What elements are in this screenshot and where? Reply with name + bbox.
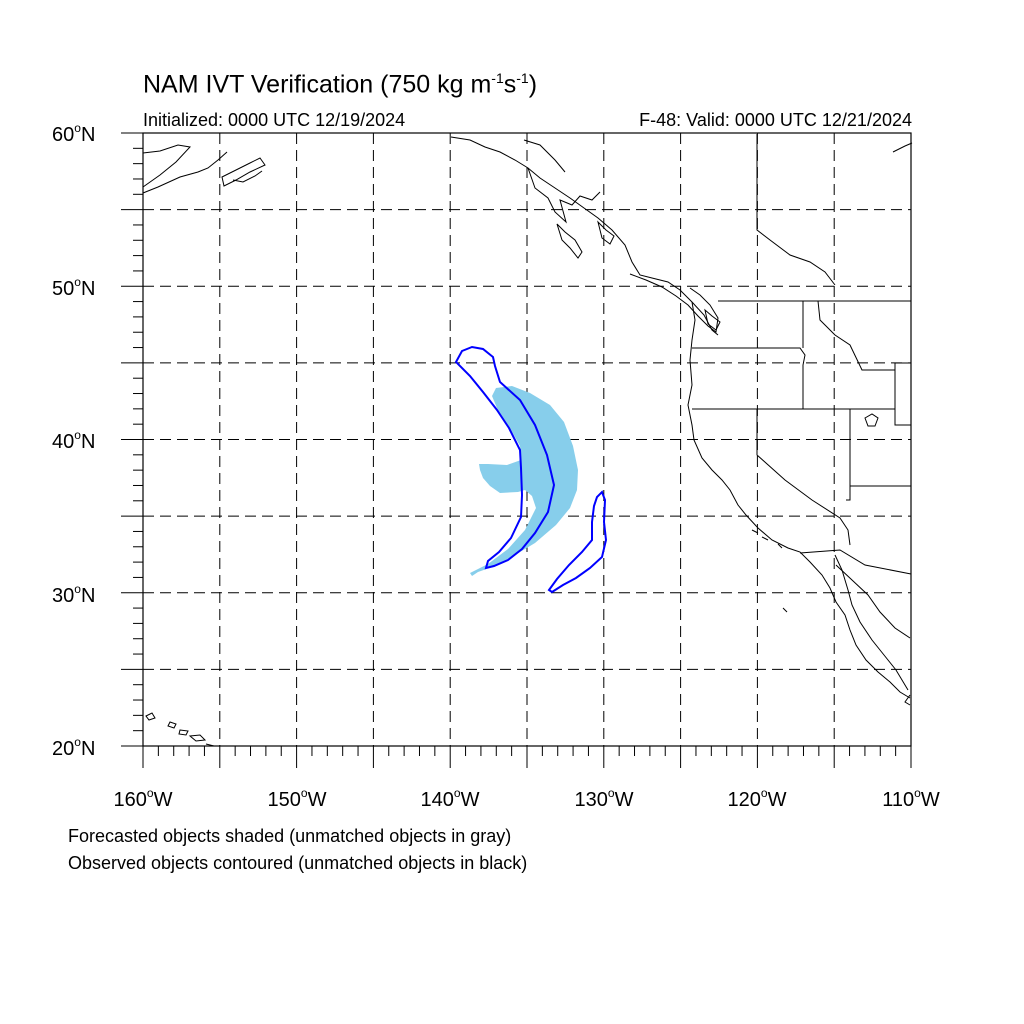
lon-label-140: 140oW [420,786,480,811]
lat-label-30: 30oN [52,582,96,607]
lat-label-20: 20oN [52,735,96,760]
lon-label-160: 160oW [113,786,173,811]
lon-label-120: 120oW [727,786,787,811]
observed-legend-note: Observed objects contoured (unmatched ob… [68,853,528,873]
graticule [143,133,911,746]
forecast-ivt-object [470,386,578,576]
lon-label-150: 150oW [267,786,327,811]
coastlines [142,134,913,747]
valid-time-label: F-48: Valid: 0000 UTC 12/21/2024 [639,110,912,130]
lon-label-130: 130oW [574,786,634,811]
axis-ticks [121,132,912,768]
observed-ivt-object [454,345,556,570]
lon-label-110: 110oW [882,786,940,811]
init-time-label: Initialized: 0000 UTC 12/19/2024 [143,110,406,130]
observed-ivt-object-2 [547,490,608,594]
map-title: NAM IVT Verification (750 kg m-1s-1) [143,70,538,99]
lat-label-40: 40oN [52,428,96,453]
lat-label-50: 50oN [52,275,96,300]
forecast-legend-note: Forecasted objects shaded (unmatched obj… [68,826,512,846]
lat-label-60: 60oN [52,121,96,146]
